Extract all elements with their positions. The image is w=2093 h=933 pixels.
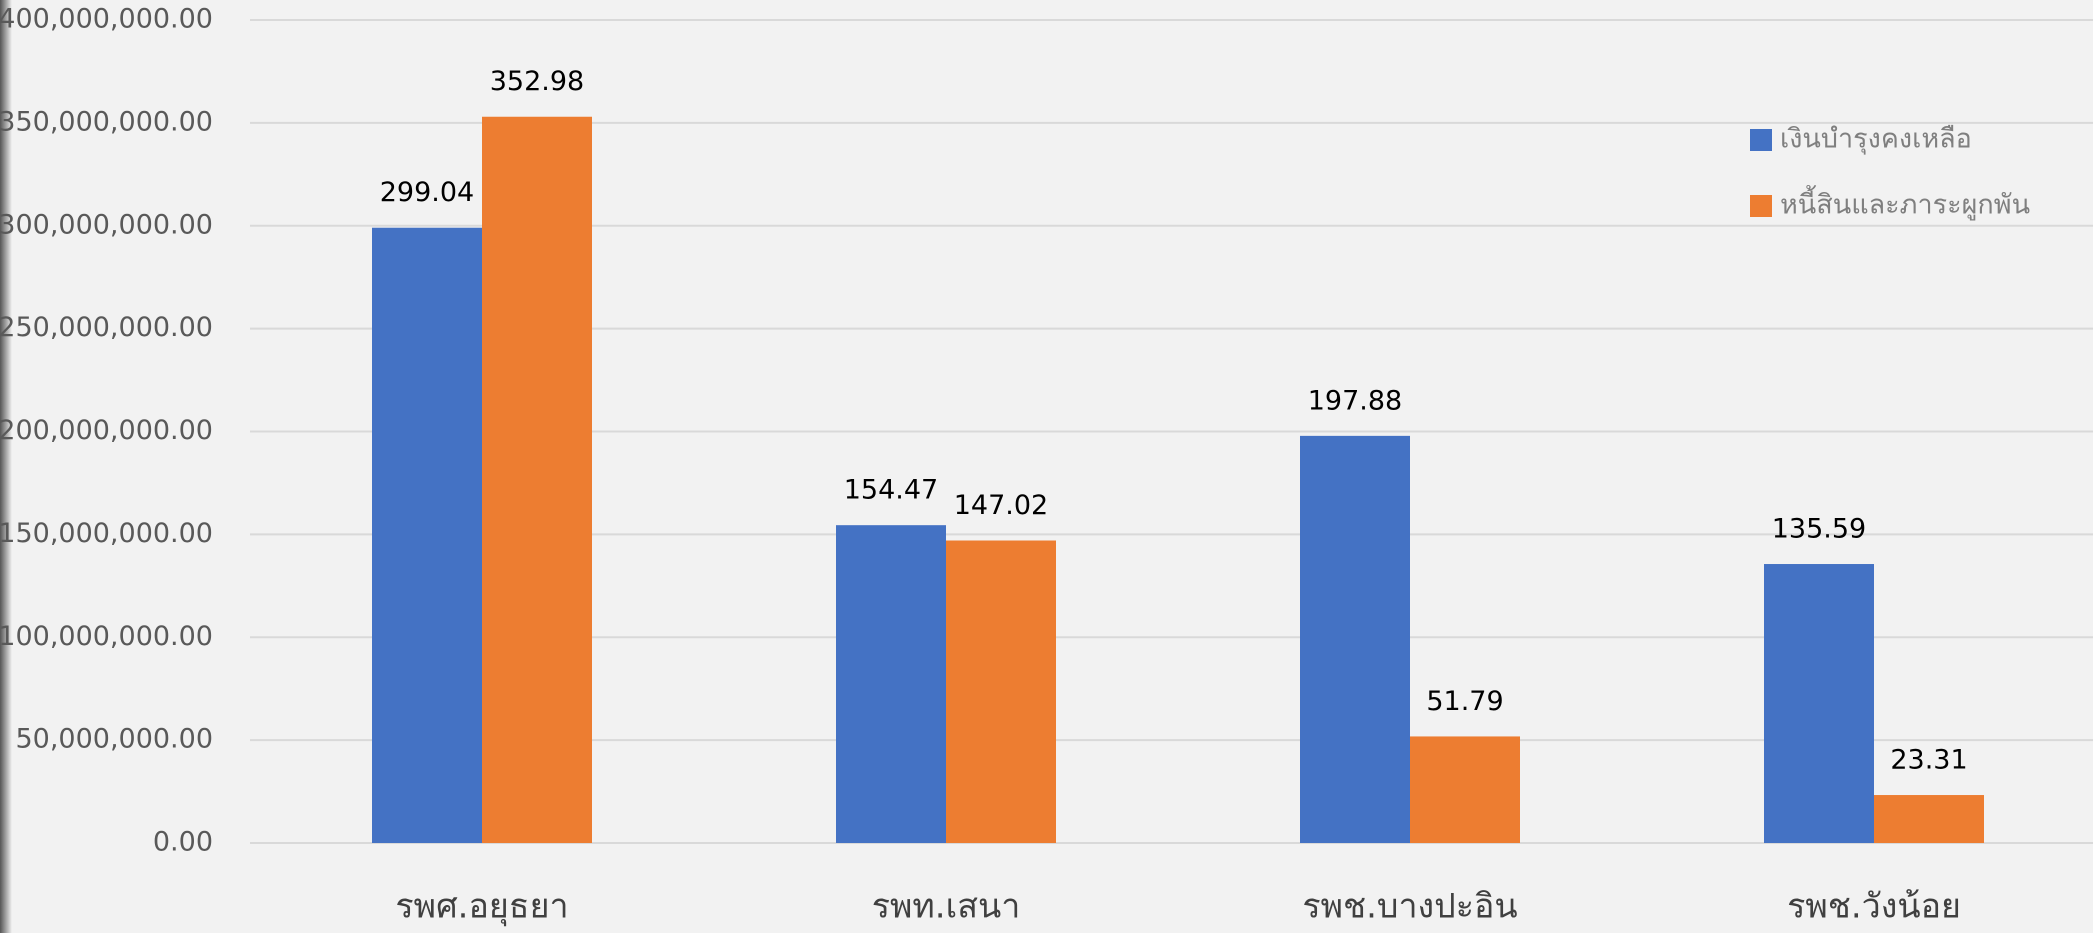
legend-swatch — [1750, 195, 1772, 217]
bar — [482, 116, 592, 843]
y-tick-label: 50,000,000.00 — [15, 724, 213, 755]
data-label: 299.04 — [380, 177, 474, 208]
bar — [1874, 795, 1984, 843]
edge-shadow — [0, 0, 12, 933]
y-tick-label: 100,000,000.00 — [0, 621, 213, 652]
data-label: 51.79 — [1426, 686, 1503, 717]
legend-swatch — [1750, 129, 1772, 151]
x-tick-label: รพศ.อยุธยา — [395, 887, 568, 927]
legend-label: หนี้สินและภาระผูกพัน — [1780, 185, 2030, 221]
y-tick-label: 150,000,000.00 — [0, 518, 213, 549]
x-tick-label: รพท.เสนา — [872, 887, 1021, 927]
x-tick-label: รพช.บางปะอิน — [1302, 887, 1517, 927]
data-label: 23.31 — [1890, 745, 1967, 776]
y-tick-label: 0.00 — [153, 827, 213, 858]
data-label: 154.47 — [844, 475, 938, 506]
bar — [1764, 564, 1874, 843]
data-label: 147.02 — [954, 490, 1048, 521]
data-label: 197.88 — [1308, 385, 1402, 416]
data-label: 135.59 — [1772, 514, 1866, 545]
bar — [836, 525, 946, 843]
bar — [946, 540, 1056, 843]
y-tick-label: 250,000,000.00 — [0, 312, 213, 343]
data-label: 352.98 — [490, 66, 584, 97]
y-tick-label: 350,000,000.00 — [0, 106, 213, 137]
bar — [1410, 736, 1520, 843]
bar — [372, 227, 482, 843]
legend-label: เงินบำรุงคงเหลือ — [1780, 124, 1972, 156]
bar — [1300, 435, 1410, 843]
y-tick-label: 300,000,000.00 — [0, 209, 213, 240]
y-tick-label: 400,000,000.00 — [0, 4, 213, 35]
x-tick-label: รพช.วังน้อย — [1787, 887, 1961, 927]
y-tick-label: 200,000,000.00 — [0, 415, 213, 446]
